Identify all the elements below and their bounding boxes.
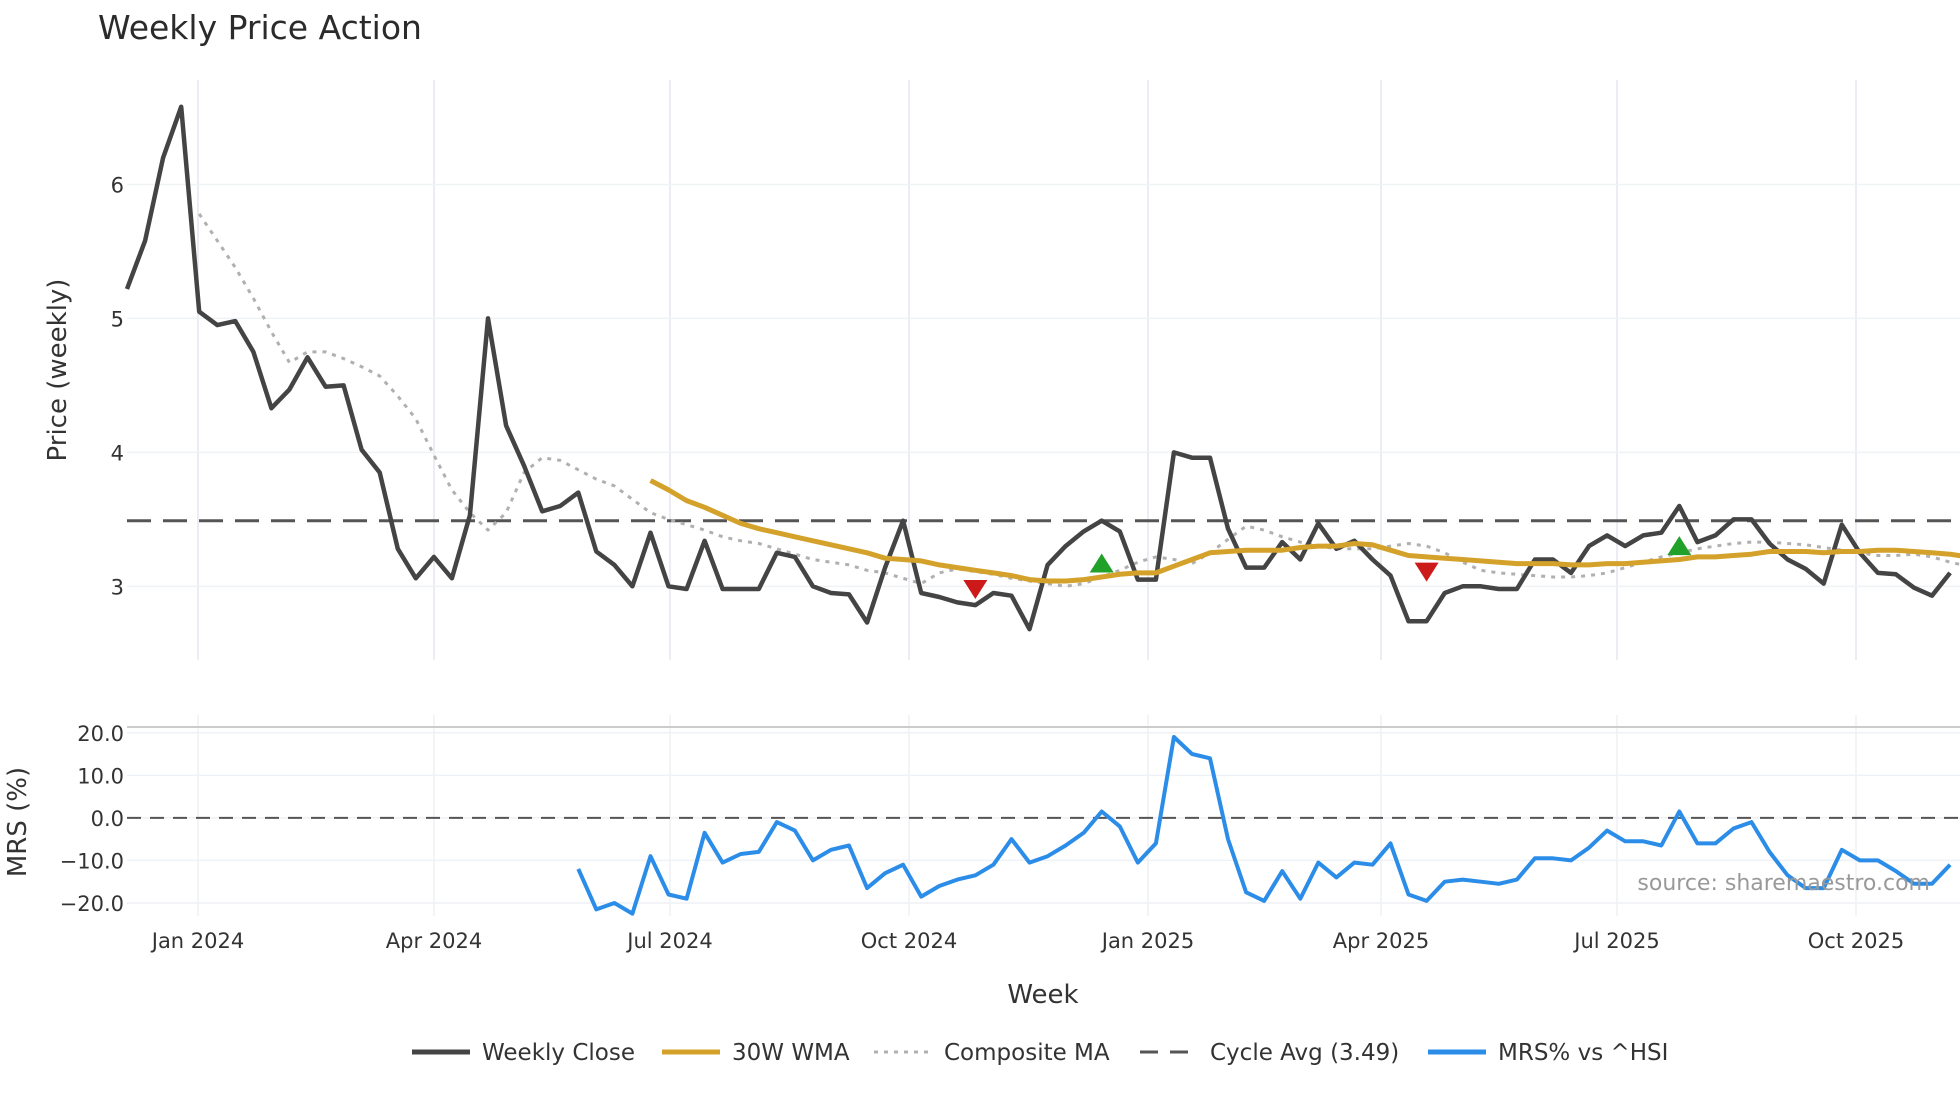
- x-tick-label: Jul 2025: [1572, 929, 1659, 953]
- mrs-axis-label: MRS (%): [3, 767, 33, 877]
- mrs-line: [576, 735, 1952, 916]
- x-tick-label: Jul 2024: [625, 929, 712, 953]
- x-tick-label: Apr 2025: [1333, 929, 1429, 953]
- legend-item[interactable]: Composite MA: [874, 1040, 1110, 1066]
- x-tick-label: Apr 2024: [386, 929, 482, 953]
- price-y-ticks: 3 4 5 6: [111, 173, 124, 599]
- sell-signal-marker: [963, 580, 988, 600]
- mrs-y-tick-label: 10.0: [77, 764, 124, 788]
- x-tick-label: Jan 2024: [150, 929, 245, 953]
- buy-signal-marker: [1667, 536, 1692, 556]
- legend-item[interactable]: 30W WMA: [662, 1040, 850, 1066]
- x-tick-label: Oct 2025: [1808, 929, 1904, 953]
- source-label: source: sharemaestro.com: [1637, 871, 1930, 896]
- x-ticks: Jan 2024 Apr 2024 Jul 2024 Oct 2024 Jan 2025…: [150, 929, 1904, 953]
- wma-30w-line: [649, 478, 1960, 584]
- price-y-tick-label: 4: [111, 441, 124, 465]
- price-y-tick-label: 6: [111, 173, 124, 197]
- legend-label: Cycle Avg (3.49): [1210, 1040, 1399, 1066]
- price-y-tick-label: 3: [111, 575, 124, 599]
- x-tick-label: Jan 2025: [1100, 929, 1195, 953]
- legend[interactable]: Weekly Close 30W WMA Composite MA Cycle Avg…: [412, 1040, 1668, 1066]
- chart-title: Weekly Price Action: [98, 8, 422, 47]
- legend-item[interactable]: Cycle Avg (3.49): [1140, 1040, 1399, 1066]
- price-axis-label: Price (weekly): [43, 279, 73, 462]
- weekly-close-line: [124, 104, 1952, 632]
- mrs-y-tick-label: −20.0: [60, 892, 124, 916]
- mrs-y-tick-label: 0.0: [91, 807, 124, 831]
- legend-label: Composite MA: [944, 1040, 1110, 1066]
- buy-signal-marker: [1089, 553, 1114, 573]
- sell-signal-marker: [1414, 562, 1439, 582]
- x-axis-label: Week: [1007, 980, 1078, 1010]
- legend-item[interactable]: Weekly Close: [412, 1040, 635, 1066]
- signal-markers: [963, 536, 1692, 600]
- price-y-tick-label: 5: [111, 307, 124, 331]
- x-tick-label: Oct 2024: [861, 929, 957, 953]
- mrs-y-tick-label: 20.0: [77, 722, 124, 746]
- legend-label: 30W WMA: [732, 1040, 850, 1066]
- legend-label: Weekly Close: [482, 1040, 635, 1066]
- mrs-y-tick-label: −10.0: [60, 849, 124, 873]
- legend-label: MRS% vs ^HSI: [1498, 1040, 1668, 1066]
- mrs-y-ticks: −20.0 −10.0 0.0 10.0 20.0: [60, 722, 124, 916]
- legend-item[interactable]: MRS% vs ^HSI: [1428, 1040, 1668, 1066]
